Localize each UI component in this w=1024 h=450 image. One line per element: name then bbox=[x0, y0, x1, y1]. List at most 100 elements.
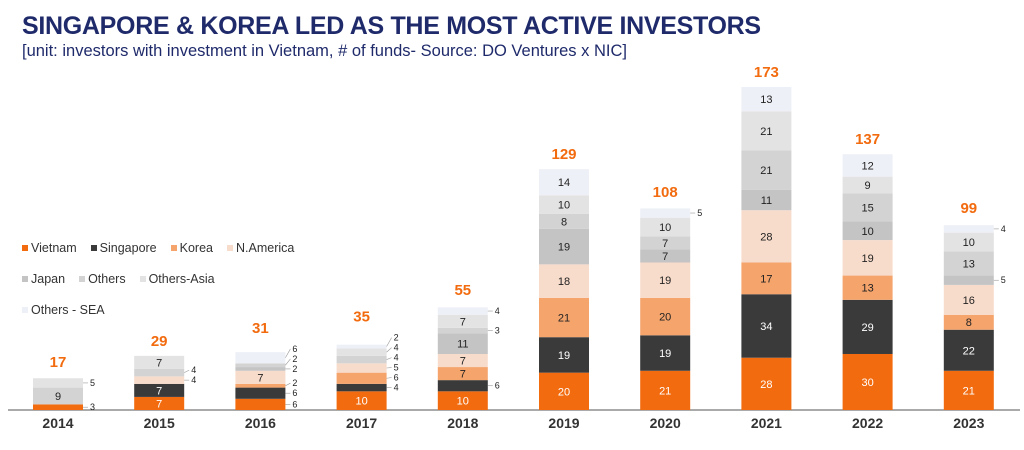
total-label: 55 bbox=[454, 282, 471, 299]
legend-label: N.America bbox=[236, 241, 295, 255]
segment-label: 11 bbox=[761, 195, 772, 207]
bar-segment bbox=[741, 111, 792, 151]
legend-item: Others-Asia bbox=[139, 272, 215, 286]
legend-swatch bbox=[139, 276, 146, 282]
segment-label: 7 bbox=[460, 356, 466, 368]
bar-segment bbox=[943, 329, 994, 371]
segment-label: 4 bbox=[394, 383, 399, 393]
segment-label: 2 bbox=[394, 333, 399, 343]
segment-label: 10 bbox=[861, 226, 873, 238]
bar-segment bbox=[741, 150, 792, 190]
segment-label: 19 bbox=[558, 242, 570, 254]
bar-segment bbox=[336, 383, 387, 392]
total-label: 108 bbox=[653, 184, 678, 201]
legend-item: Others - SEA bbox=[22, 303, 105, 317]
segment-leader-line bbox=[285, 382, 291, 386]
segment-label: 17 bbox=[760, 273, 772, 285]
bar-segment bbox=[437, 353, 488, 368]
segment-label: 20 bbox=[659, 312, 671, 324]
legend-label: Others bbox=[88, 272, 126, 286]
bar-segment bbox=[134, 368, 185, 377]
bar-segment bbox=[640, 297, 691, 336]
legend-item: Korea bbox=[170, 241, 213, 255]
segment-label: 8 bbox=[966, 317, 972, 329]
segment-leader-line bbox=[285, 358, 291, 366]
legend-item: N.America bbox=[227, 241, 294, 255]
bar-segment bbox=[336, 391, 387, 410]
segment-label: 10 bbox=[558, 200, 570, 212]
bar-segment bbox=[943, 275, 994, 285]
segment-label: 6 bbox=[394, 373, 399, 383]
total-label: 99 bbox=[960, 200, 977, 217]
bar-segment bbox=[539, 337, 589, 373]
total-label: 31 bbox=[252, 320, 269, 337]
x-tick-label: 2019 bbox=[548, 415, 579, 431]
segment-label: 21 bbox=[659, 385, 671, 397]
segment-label: 19 bbox=[659, 348, 671, 360]
bar-segment bbox=[539, 297, 589, 338]
bar-segment bbox=[33, 378, 83, 388]
segment-label: 19 bbox=[659, 275, 671, 287]
segment-leader-line bbox=[184, 369, 190, 373]
bar-segment bbox=[741, 210, 792, 263]
bar-segment bbox=[943, 225, 994, 233]
bar-segment bbox=[235, 370, 286, 384]
bar-segment bbox=[943, 370, 994, 410]
bar-segment bbox=[437, 333, 488, 354]
segment-label: 7 bbox=[662, 251, 668, 263]
bar-segment bbox=[235, 383, 286, 388]
bar-segment bbox=[336, 372, 387, 384]
segment-label: 30 bbox=[861, 377, 873, 389]
segment-label: 7 bbox=[662, 238, 668, 250]
bar-segment bbox=[539, 372, 589, 410]
bar-segment bbox=[842, 275, 893, 300]
bar-segment bbox=[943, 251, 994, 276]
bar-segment bbox=[235, 367, 286, 371]
total-label: 173 bbox=[754, 64, 779, 81]
bar-segment bbox=[235, 352, 286, 364]
bar-segment bbox=[640, 335, 691, 371]
segment-label: 10 bbox=[963, 237, 975, 249]
bar-segment bbox=[134, 355, 185, 369]
segment-label: 5 bbox=[697, 208, 702, 218]
segment-label: 7 bbox=[257, 372, 263, 384]
bar-segment bbox=[539, 228, 589, 265]
bar-segment bbox=[640, 370, 691, 410]
segment-label: 13 bbox=[963, 258, 975, 270]
segment-label: 34 bbox=[760, 321, 772, 333]
total-label: 137 bbox=[855, 131, 880, 148]
legend-swatch bbox=[90, 245, 97, 251]
legend-label: Others - SEA bbox=[31, 303, 105, 317]
total-label: 29 bbox=[151, 333, 168, 350]
bar-segment bbox=[741, 87, 792, 112]
segment-label: 13 bbox=[861, 283, 873, 295]
segment-label: 21 bbox=[963, 385, 975, 397]
x-tick-label: 2017 bbox=[346, 415, 377, 431]
segment-label: 21 bbox=[558, 313, 570, 325]
bar-segment bbox=[336, 344, 387, 349]
segment-label: 19 bbox=[861, 253, 873, 265]
bar-segment bbox=[539, 169, 589, 196]
legend-label: Korea bbox=[179, 241, 213, 255]
bar-segment bbox=[640, 262, 691, 298]
x-tick-label: 2021 bbox=[751, 415, 782, 431]
legend-item: Singapore bbox=[90, 241, 157, 255]
total-label: 35 bbox=[353, 309, 370, 326]
bar-segment bbox=[842, 193, 893, 222]
segment-label: 7 bbox=[460, 316, 466, 328]
legend-swatch bbox=[22, 245, 28, 251]
total-label: 129 bbox=[551, 146, 576, 163]
bar-segment bbox=[943, 232, 994, 252]
bar-segment bbox=[943, 284, 994, 315]
x-tick-label: 2018 bbox=[447, 415, 478, 431]
segment-label: 6 bbox=[292, 388, 297, 398]
segment-label: 3 bbox=[90, 402, 95, 412]
bar-segment bbox=[842, 176, 893, 194]
segment-label: 4 bbox=[191, 375, 196, 385]
bar-segment bbox=[235, 363, 286, 368]
legend-label: Japan bbox=[31, 272, 66, 286]
chart-title: SINGAPORE & KOREA LED AS THE MOST ACTIVE… bbox=[22, 12, 761, 40]
bar-segment bbox=[640, 208, 691, 218]
legend-label: Singapore bbox=[99, 241, 157, 255]
